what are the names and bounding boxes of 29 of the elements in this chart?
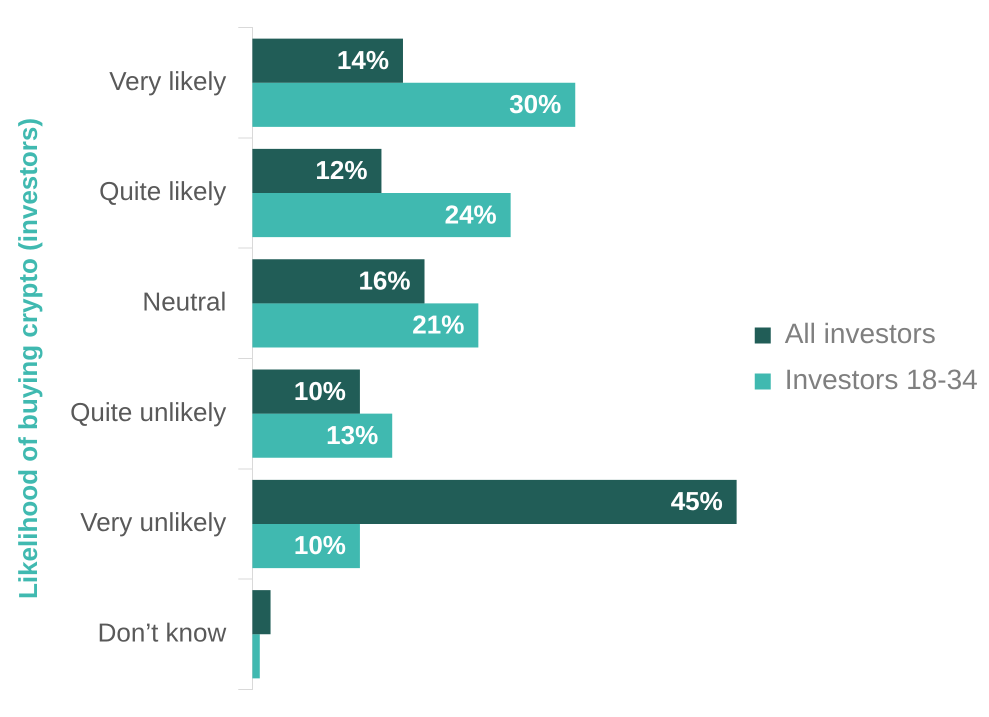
data-label: 10% [294,376,346,406]
bar [252,480,737,524]
bar [252,38,403,83]
y-tick-label: Don’t know [98,617,226,648]
data-label: 30% [509,88,562,119]
data-label: 14% [336,44,389,75]
y-tick-label: Neutral [142,286,226,317]
bar [252,303,478,348]
y-tick-label: Quite likely [99,176,226,206]
data-label: 10% [294,530,346,560]
bar [252,634,260,678]
bar [252,82,576,127]
data-label: 12% [315,155,368,186]
data-label: 45% [670,486,723,516]
legend-label: All investors [784,318,936,350]
data-label: 24% [444,199,497,230]
y-tick-label: Very unlikely [80,507,226,538]
y-tick-label: Quite unlikely [70,396,226,427]
bar [252,148,382,194]
bar [252,414,392,458]
data-label: 16% [358,265,411,296]
y-tick-label: Very likely [109,66,226,96]
y-axis-title: Likelihood of buying crypto (investors) [12,118,43,600]
bar [252,590,271,634]
data-label: 21% [412,310,464,340]
legend-label: Investors 18-34 [784,364,978,396]
bar [252,193,511,238]
bar [252,259,425,304]
data-label: 13% [326,420,378,450]
